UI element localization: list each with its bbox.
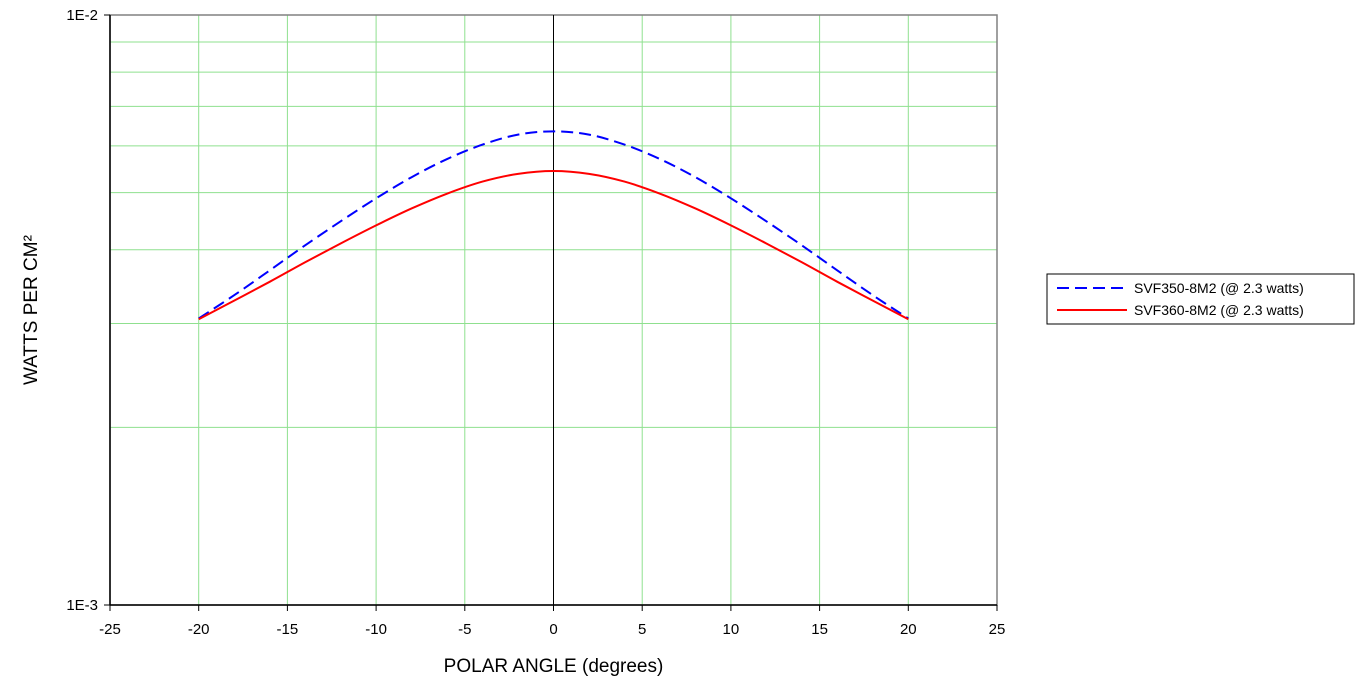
y-tick-label: 1E-3 <box>66 597 98 614</box>
series-line-2 <box>198 169 909 321</box>
x-tick-label: -10 <box>365 621 387 638</box>
axes <box>104 14 998 611</box>
x-tick-label: 15 <box>811 621 828 638</box>
x-tick-label: -20 <box>188 621 210 638</box>
x-tick-label: 25 <box>989 621 1006 638</box>
x-tick-label: -5 <box>458 621 471 638</box>
y-tick-label: 1E-2 <box>66 7 98 24</box>
x-tick-label: 20 <box>900 621 917 638</box>
tick-labels: -25 -20 -15 -10 -5 0 5 10 15 20 25 1E-2 1E-3 <box>66 7 1005 638</box>
legend-entry-series-1: SVF350-8M2 (@ 2.3 watts) <box>1134 280 1304 296</box>
x-tick-label: 10 <box>723 621 740 638</box>
x-axis-title: POLAR ANGLE (degrees) <box>444 656 664 677</box>
x-tick-label: 5 <box>638 621 646 638</box>
x-tick-label: 0 <box>549 621 557 638</box>
series-line-1 <box>198 130 909 320</box>
legend-entry-series-2: SVF360-8M2 (@ 2.3 watts) <box>1134 302 1304 318</box>
x-tick-label: -25 <box>99 621 121 638</box>
legend-box <box>1046 273 1355 325</box>
legend: SVF350-8M2 (@ 2.3 watts) SVF360-8M2 (@ 2… <box>1046 273 1355 325</box>
y-axis-title: WATTS PER CM² <box>21 235 42 385</box>
plot-series <box>198 130 909 321</box>
x-tick-label: -15 <box>277 621 299 638</box>
